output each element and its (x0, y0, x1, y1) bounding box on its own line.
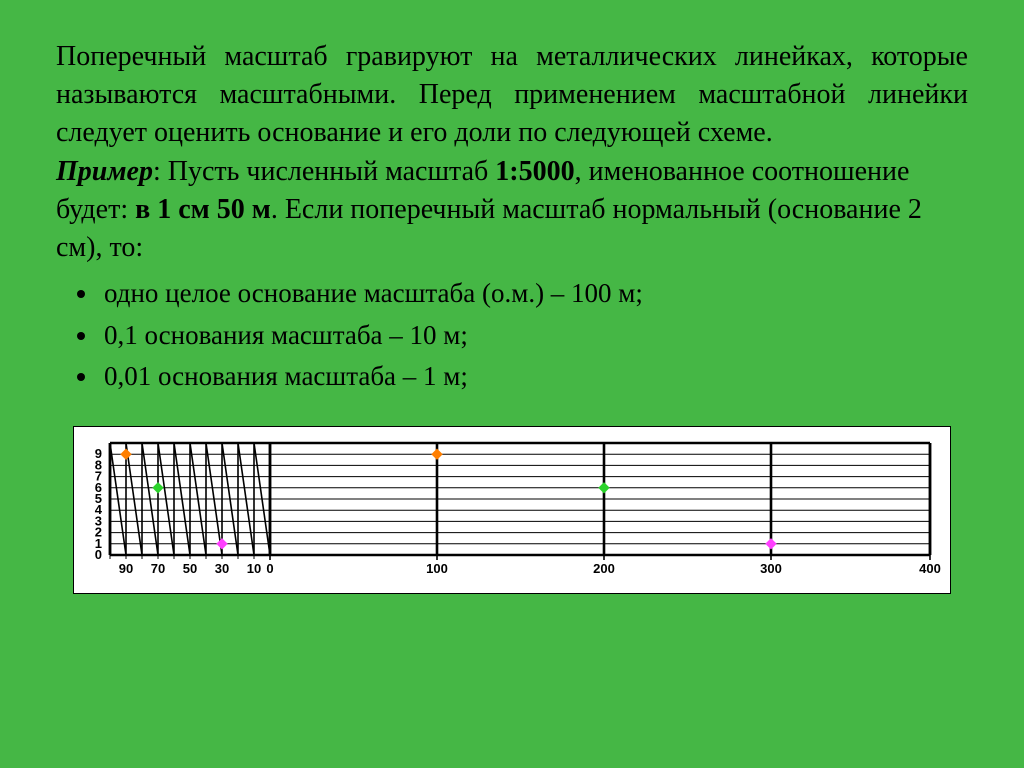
scale-diagram-svg: 012345678990705030100100200300400 (74, 427, 950, 593)
svg-text:90: 90 (119, 561, 133, 576)
text: : Пусть численный масштаб (153, 156, 495, 187)
example-lead: Пример (56, 156, 153, 187)
scale-value: 1:5000 (495, 156, 574, 187)
scale-diagram: 012345678990705030100100200300400 (73, 426, 951, 594)
svg-text:50: 50 (183, 561, 197, 576)
bullet-list: одно целое основание масштаба (о.м.) – 1… (100, 273, 968, 399)
svg-text:100: 100 (426, 561, 448, 576)
list-item: 0,01 основания масштаба – 1 м; (100, 356, 968, 398)
named-ratio: в 1 см 50 м (135, 194, 271, 225)
svg-text:10: 10 (247, 561, 261, 576)
paragraph-intro: Поперечный масштаб гравируют на металлич… (56, 38, 968, 151)
svg-text:70: 70 (151, 561, 165, 576)
svg-text:300: 300 (760, 561, 782, 576)
svg-text:9: 9 (95, 447, 102, 462)
svg-text:30: 30 (215, 561, 229, 576)
svg-text:0: 0 (266, 561, 273, 576)
svg-text:400: 400 (919, 561, 941, 576)
list-item: 0,1 основания масштаба – 10 м; (100, 315, 968, 357)
svg-text:200: 200 (593, 561, 615, 576)
paragraph-example: Пример: Пусть численный масштаб 1:5000, … (56, 153, 968, 266)
list-item: одно целое основание масштаба (о.м.) – 1… (100, 273, 968, 315)
